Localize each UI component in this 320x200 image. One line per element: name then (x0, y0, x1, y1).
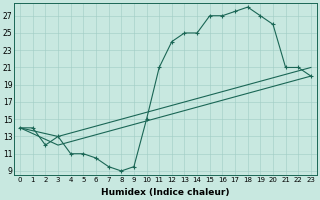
X-axis label: Humidex (Indice chaleur): Humidex (Indice chaleur) (101, 188, 230, 197)
